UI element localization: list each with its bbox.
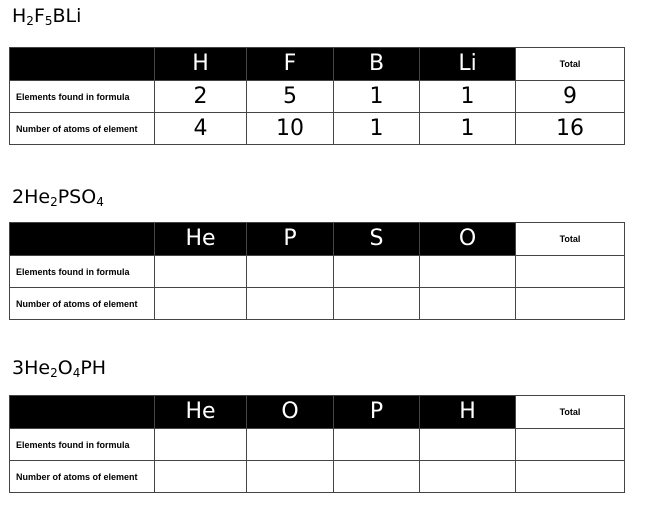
- table-row: Elements found in formula 2 5 1 1 9: [9, 80, 625, 113]
- table-row: Number of atoms of element 4 10 1 1 16: [9, 112, 625, 145]
- answer-cell[interactable]: [515, 460, 625, 493]
- total-header: Total: [515, 47, 625, 81]
- row-label: Number of atoms of element: [9, 460, 155, 493]
- answer-cell[interactable]: [419, 460, 516, 493]
- total-header: Total: [515, 395, 625, 429]
- element-count-table: H F B Li Total Elements found in formula 2 5 1 1 9…: [9, 47, 625, 145]
- element-header[interactable]: B: [333, 47, 420, 81]
- formula-title: H2F5BLi: [12, 5, 82, 28]
- row-label: Elements found in formula: [9, 428, 155, 461]
- element-header[interactable]: F: [246, 47, 334, 81]
- element-header[interactable]: H: [419, 395, 516, 429]
- answer-cell[interactable]: [333, 428, 420, 461]
- element-header[interactable]: S: [333, 222, 420, 256]
- answer-cell[interactable]: 2: [154, 80, 247, 113]
- answer-cell[interactable]: [515, 255, 625, 288]
- element-header[interactable]: O: [246, 395, 334, 429]
- element-header[interactable]: He: [154, 222, 247, 256]
- header-row: He P S O Total: [9, 222, 625, 256]
- element-header[interactable]: H: [154, 47, 247, 81]
- answer-cell[interactable]: [246, 428, 334, 461]
- answer-cell[interactable]: [154, 428, 247, 461]
- answer-cell[interactable]: [419, 287, 516, 320]
- answer-cell[interactable]: 9: [515, 80, 625, 113]
- answer-cell[interactable]: 16: [515, 112, 625, 145]
- element-header[interactable]: P: [246, 222, 334, 256]
- answer-cell[interactable]: [246, 460, 334, 493]
- answer-cell[interactable]: [419, 428, 516, 461]
- header-row: H F B Li Total: [9, 47, 625, 81]
- formula-title: 3He2O4PH: [12, 357, 107, 380]
- answer-cell[interactable]: 5: [246, 80, 334, 113]
- answer-cell[interactable]: 1: [333, 80, 420, 113]
- table-row: Number of atoms of element: [9, 460, 625, 493]
- row-label: Elements found in formula: [9, 80, 155, 113]
- formula-title: 2He2PSO4: [12, 186, 104, 209]
- answer-cell[interactable]: [246, 255, 334, 288]
- total-header: Total: [515, 222, 625, 256]
- row-label: Number of atoms of element: [9, 287, 155, 320]
- table-row: Elements found in formula: [9, 255, 625, 288]
- row-label: Number of atoms of element: [9, 112, 155, 145]
- answer-cell[interactable]: 1: [419, 80, 516, 113]
- answer-cell[interactable]: [333, 287, 420, 320]
- row-label: Elements found in formula: [9, 255, 155, 288]
- element-header[interactable]: Li: [419, 47, 516, 81]
- table-row: Elements found in formula: [9, 428, 625, 461]
- element-count-table: He P S O Total Elements found in formula Numbe…: [9, 222, 625, 320]
- answer-cell[interactable]: 1: [333, 112, 420, 145]
- answer-cell[interactable]: [515, 287, 625, 320]
- answer-cell[interactable]: [246, 287, 334, 320]
- answer-cell[interactable]: 4: [154, 112, 247, 145]
- element-header[interactable]: O: [419, 222, 516, 256]
- answer-cell[interactable]: [333, 255, 420, 288]
- answer-cell[interactable]: [154, 287, 247, 320]
- element-count-table: He O P H Total Elements found in formula Numbe…: [9, 395, 625, 493]
- answer-cell[interactable]: 1: [419, 112, 516, 145]
- element-header[interactable]: He: [154, 395, 247, 429]
- answer-cell[interactable]: [333, 460, 420, 493]
- answer-cell[interactable]: [154, 255, 247, 288]
- table-row: Number of atoms of element: [9, 287, 625, 320]
- header-row: He O P H Total: [9, 395, 625, 429]
- answer-cell[interactable]: [419, 255, 516, 288]
- answer-cell[interactable]: [515, 428, 625, 461]
- answer-cell[interactable]: 10: [246, 112, 334, 145]
- answer-cell[interactable]: [154, 460, 247, 493]
- element-header[interactable]: P: [333, 395, 420, 429]
